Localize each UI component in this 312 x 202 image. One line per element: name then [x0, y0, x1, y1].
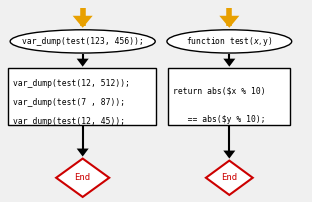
Polygon shape — [219, 16, 239, 28]
Text: End: End — [75, 173, 91, 182]
Text: var_dump(test(7 , 87));: var_dump(test(7 , 87)); — [13, 98, 125, 107]
Text: var_dump(test(12, 45));: var_dump(test(12, 45)); — [13, 117, 125, 126]
Text: var_dump(test(12, 512));: var_dump(test(12, 512)); — [13, 79, 130, 87]
Text: End: End — [221, 173, 237, 182]
Text: return abs($x % 10): return abs($x % 10) — [173, 86, 266, 95]
Polygon shape — [223, 150, 235, 159]
Polygon shape — [77, 59, 89, 67]
Text: var_dump(test(123, 456));: var_dump(test(123, 456)); — [22, 37, 144, 46]
Polygon shape — [223, 59, 235, 67]
Polygon shape — [73, 16, 93, 28]
Polygon shape — [206, 161, 253, 195]
Polygon shape — [56, 159, 109, 197]
Polygon shape — [77, 148, 89, 157]
Bar — [168, 68, 290, 125]
Ellipse shape — [167, 30, 292, 53]
Text: == abs($y % 10);: == abs($y % 10); — [173, 115, 266, 124]
Text: function test($x, $y): function test($x, $y) — [186, 35, 272, 48]
Bar — [8, 68, 156, 125]
Ellipse shape — [10, 30, 155, 53]
